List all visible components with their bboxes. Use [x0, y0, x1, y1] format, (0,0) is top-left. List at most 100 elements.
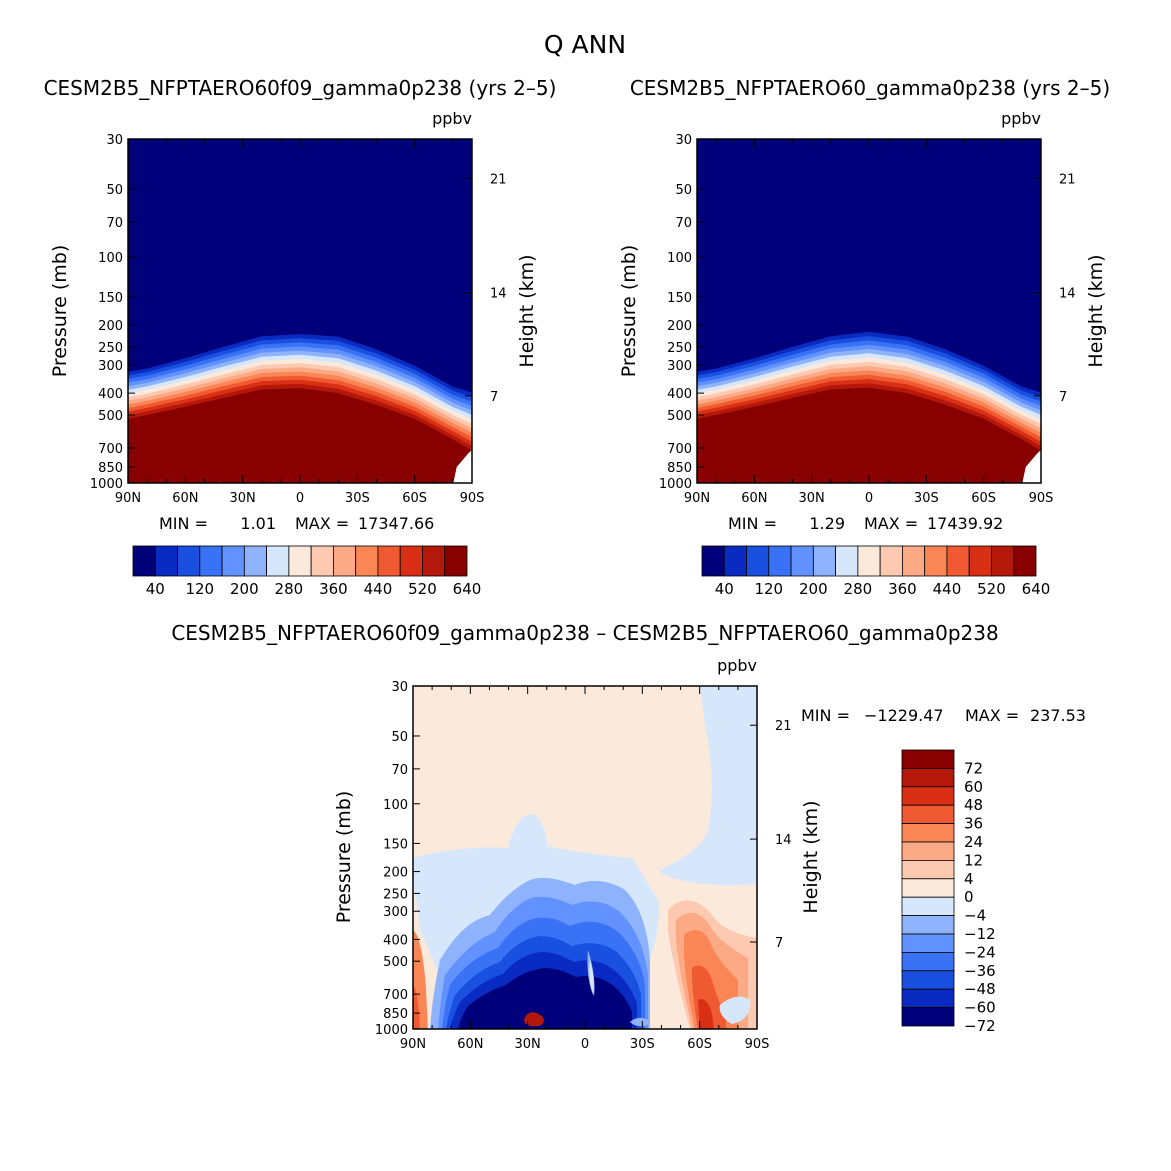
- panel-a-ylabel-right: Height (km): [516, 254, 538, 367]
- panel-a-colorbar: 40 120 200 280 360 440 520 640: [132, 545, 481, 598]
- panel-b-height-tick-label: 21: [1059, 172, 1076, 187]
- panel-a-xtick-label: 0: [296, 491, 304, 506]
- panel-c-colorbar-label: 24: [964, 833, 983, 851]
- panel-b-xtick-label: 60S: [971, 491, 996, 506]
- panel-b-ytick-label: 150: [667, 291, 692, 306]
- panel-a-colorbar-swatch: [199, 545, 223, 577]
- panel-c-ytick-label: 700: [383, 988, 408, 1003]
- panel-a-ytick-label: 700: [98, 442, 123, 457]
- panel-b-colorbar-swatch: [991, 545, 1015, 577]
- panel-a-units: ppbv: [432, 109, 472, 128]
- panel-a-colorbar-swatch: [243, 545, 267, 577]
- panel-a-xtick-label: 30S: [345, 491, 370, 506]
- panel-b-colorbar-label: 280: [844, 580, 873, 598]
- panel-b-xtick-label: 30S: [914, 491, 939, 506]
- panel-b-ytick-label: 250: [667, 341, 692, 356]
- panel-c-ytick-label: 50: [391, 730, 408, 745]
- panel-b-ytick-label: 400: [667, 387, 692, 402]
- panel-a-colorbar-swatch: [377, 545, 401, 577]
- panel-b-ytick-label: 30: [675, 133, 692, 148]
- panel-c-ytick-label: 300: [383, 905, 408, 920]
- panel-a-xtick-label: 60S: [402, 491, 427, 506]
- panel-b-max-value: 17439.92: [927, 514, 1003, 533]
- panel-c-ytick-label: 150: [383, 837, 408, 852]
- panel-b-ytick-label: 300: [667, 359, 692, 374]
- panel-a-band-580: [128, 388, 472, 483]
- panel-a-min-value: 1.01: [240, 514, 276, 533]
- panel-a-colorbar-swatch: [444, 545, 468, 577]
- panel-a-height-tick-label: 14: [490, 287, 507, 302]
- panel-a-ytick-label: 500: [98, 409, 123, 424]
- panel-b-colorbar-swatch: [924, 545, 948, 577]
- panel-b-ylabel-right: Height (km): [1085, 254, 1107, 367]
- panel-c: CESM2B5_NFPTAERO60f09_gamma0p238 – CESM2…: [171, 621, 1086, 1052]
- panel-c-colorbar-swatch: [901, 1007, 955, 1027]
- panel-c-red-blob: [524, 1012, 544, 1027]
- panel-c-colorbar-label: 48: [964, 796, 983, 814]
- panel-c-colorbar-swatch: [901, 933, 955, 953]
- panel-c-xtick-label: 90N: [400, 1037, 426, 1052]
- panel-a-xtick-label: 60N: [172, 491, 198, 506]
- panel-a-colorbar-swatch: [221, 545, 245, 577]
- panel-a-axes: 305070100150200250300400500700850100090N…: [90, 133, 507, 506]
- panel-c-colorbar-swatch: [901, 952, 955, 972]
- panel-a-ytick-label: 400: [98, 387, 123, 402]
- panel-a-ytick-label: 850: [98, 461, 123, 476]
- panel-a-ytick-label: 150: [98, 291, 123, 306]
- panel-b-contour-bands: [697, 331, 1041, 483]
- panel-b-xtick-label: 60N: [741, 491, 767, 506]
- panel-b-colorbar-swatch: [768, 545, 792, 577]
- panel-c-band-neg-72: [458, 968, 632, 1029]
- panel-b-colorbar-swatch: [746, 545, 770, 577]
- panel-c-colorbar-swatch: [901, 896, 955, 917]
- panel-b-colorbar-label: 40: [715, 580, 734, 598]
- panel-a-colorbar-swatch: [422, 545, 446, 577]
- panel-b-ytick-label: 100: [667, 251, 692, 266]
- panel-b-xtick-label: 30N: [799, 491, 825, 506]
- panel-c-colorbar-label: 72: [964, 759, 983, 777]
- panel-a-frame: [127, 138, 473, 484]
- panel-a-ytick-label: 200: [98, 319, 123, 334]
- panel-b-colorbar-swatch: [879, 545, 903, 577]
- panel-a-colorbar-label: 280: [275, 580, 304, 598]
- panel-b-colorbar-label: 120: [754, 580, 783, 598]
- panel-b: CESM2B5_NFPTAERO60_gamma0p238 (yrs 2–5) …: [618, 76, 1110, 598]
- panel-a-colorbar-swatch: [132, 545, 156, 577]
- panel-a-ytick-label: 300: [98, 359, 123, 374]
- panel-b-height-tick-label: 14: [1059, 287, 1076, 302]
- panel-c-colorbar-label: −48: [964, 980, 996, 998]
- panel-c-ytick-label: 30: [391, 680, 408, 695]
- panel-c-band-pos-48: [698, 998, 714, 1029]
- panel-c-xtick-label: 0: [581, 1037, 589, 1052]
- panel-b-units: ppbv: [1001, 109, 1041, 128]
- panel-c-colorbar-label: −4: [964, 907, 986, 925]
- panel-c-colorbar-label: −12: [964, 925, 996, 943]
- panel-c-ytick-label: 250: [383, 887, 408, 902]
- panel-b-colorbar-swatch: [723, 545, 747, 577]
- panel-a-ylabel: Pressure (mb): [49, 245, 71, 378]
- panel-a-missing-data: [453, 449, 472, 483]
- panel-c-xtick-label: 30S: [630, 1037, 655, 1052]
- panel-c-ylabel-right: Height (km): [800, 800, 822, 913]
- panel-b-ytick-label: 1000: [659, 477, 692, 492]
- panel-c-ytick-label: 400: [383, 933, 408, 948]
- panel-c-colorbar-swatch: [901, 786, 955, 806]
- panel-c-colorbar-swatch: [901, 804, 955, 825]
- panel-b-colorbar-label: 640: [1022, 580, 1051, 598]
- panel-b-field: [697, 139, 1041, 483]
- panel-c-ytick-label: 850: [383, 1007, 408, 1022]
- panel-c-colorbar-swatch: [901, 878, 955, 898]
- panel-c-colorbar-swatch: [901, 860, 955, 880]
- panel-a-colorbar-label: 120: [185, 580, 214, 598]
- panel-c-xtick-label: 60S: [687, 1037, 712, 1052]
- panel-c-ytick-label: 70: [391, 763, 408, 778]
- panel-c-xtick-label: 30N: [515, 1037, 541, 1052]
- panel-a-ytick-label: 250: [98, 341, 123, 356]
- panel-a-subtitle: CESM2B5_NFPTAERO60f09_gamma0p238 (yrs 2–…: [44, 76, 557, 100]
- figure-title: Q ANN: [544, 30, 626, 59]
- panel-c-units: ppbv: [717, 656, 757, 675]
- panel-b-colorbar-label: 440: [933, 580, 962, 598]
- panel-c-colorbar-label: −72: [964, 1017, 996, 1035]
